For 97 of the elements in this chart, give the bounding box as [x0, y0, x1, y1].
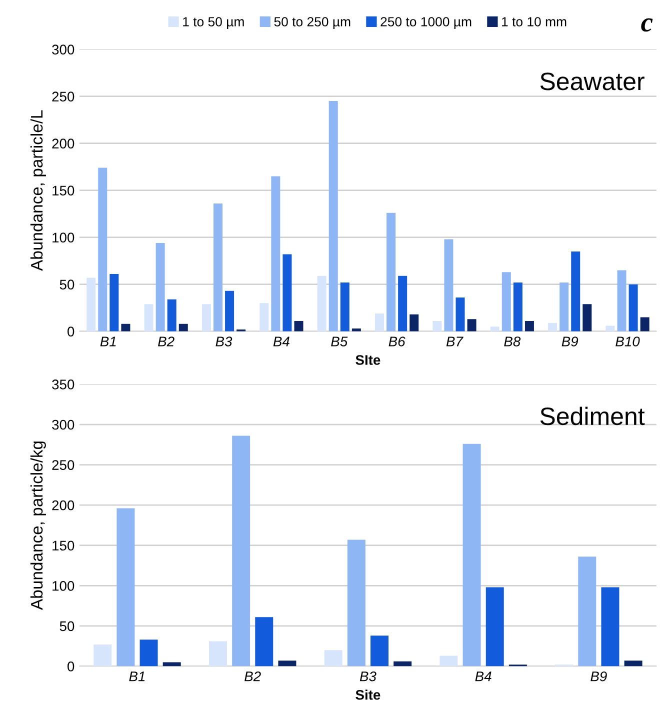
- y-tick-label: 200: [52, 138, 74, 149]
- x-tick-label: B4: [273, 336, 290, 346]
- bar: [548, 322, 558, 332]
- bar: [601, 587, 620, 666]
- bar: [456, 298, 465, 332]
- x-tick-label: B8: [504, 336, 521, 346]
- bar: [94, 644, 112, 666]
- bar: [490, 326, 500, 332]
- bar: [167, 299, 176, 332]
- legend-label: 250 to 1000 µm: [380, 17, 472, 30]
- bar: [347, 540, 366, 666]
- bar: [144, 304, 154, 332]
- bar: [513, 282, 522, 332]
- x-tick-label: B6: [388, 336, 406, 346]
- bar: [317, 276, 326, 332]
- bar: [232, 436, 250, 666]
- y-tick-label: 300: [52, 44, 74, 55]
- y-tick-label: 150: [52, 186, 74, 196]
- y-tick-label: 50: [60, 280, 74, 290]
- x-tick-label: B2: [244, 671, 261, 682]
- y-tick-label: 250: [52, 92, 74, 102]
- bar: [86, 278, 96, 332]
- bar: [440, 656, 458, 666]
- bar: [462, 444, 481, 666]
- bar: [213, 204, 222, 332]
- bar: [282, 254, 292, 332]
- bar: [578, 556, 596, 666]
- bar: [394, 661, 412, 666]
- x-tick-label: B1: [100, 336, 116, 346]
- bar: [486, 587, 504, 666]
- y-tick-label: 150: [52, 540, 74, 551]
- text: Seawater: [540, 72, 644, 90]
- bar: [340, 282, 350, 332]
- bar: [375, 313, 384, 332]
- bar: [324, 650, 342, 666]
- bar: [156, 242, 165, 332]
- x-axis-title: SIte: [356, 355, 380, 365]
- x-tick-label: B3: [216, 336, 232, 346]
- x-tick-label: B7: [446, 336, 464, 346]
- bar: [140, 640, 158, 666]
- bar: [208, 641, 227, 666]
- text: c: [641, 18, 653, 32]
- bar: [617, 270, 626, 332]
- x-tick-label: B4: [475, 672, 492, 682]
- bar: [628, 284, 638, 332]
- y-tick-label: 50: [60, 621, 74, 632]
- y-tick-label: 100: [52, 580, 74, 591]
- y-tick-label: 100: [52, 232, 74, 243]
- y-tick-label: 250: [52, 460, 74, 470]
- bar: [444, 239, 454, 332]
- bar: [560, 282, 569, 332]
- bar: [467, 319, 476, 332]
- bar: [502, 272, 511, 332]
- y-tick-label: 0: [68, 326, 74, 337]
- bar: [524, 321, 534, 332]
- y-tick-label: 200: [52, 500, 74, 510]
- bar: [260, 303, 269, 332]
- bar: [271, 176, 280, 332]
- bar: [582, 304, 592, 332]
- y-tick-label: 350: [52, 380, 74, 390]
- bar: [178, 324, 188, 332]
- x-tick-label: B9: [562, 336, 578, 346]
- x-tick-label: B9: [590, 671, 607, 682]
- bar: [202, 304, 211, 332]
- y-tick-label: 0: [68, 662, 74, 672]
- bar: [225, 290, 234, 332]
- bar: [624, 660, 642, 666]
- bar: [571, 251, 580, 332]
- bar: [116, 508, 135, 666]
- bar: [640, 317, 650, 332]
- legend-label: 1 to 50 µm: [183, 17, 244, 30]
- x-tick-label: B1: [129, 672, 145, 682]
- bar: [121, 324, 130, 332]
- bar: [278, 660, 296, 666]
- y-axis-title: Abundance, particle/L: [30, 110, 46, 271]
- bar: [98, 168, 108, 332]
- x-tick-label: B2: [158, 336, 174, 346]
- bar: [162, 662, 181, 666]
- x-tick-label: B3: [360, 671, 376, 682]
- y-tick-label: 300: [52, 420, 74, 430]
- legend-label: 1 to 10 mm: [502, 17, 566, 26]
- y-axis-title: Abundance, particle/kg: [30, 442, 46, 610]
- bar: [328, 101, 338, 332]
- bar: [110, 274, 119, 332]
- x-tick-label: B5: [331, 336, 348, 346]
- bar: [386, 212, 396, 332]
- bar: [255, 617, 274, 666]
- bar: [370, 636, 388, 666]
- legend-label: 50 to 250 µm: [274, 17, 350, 30]
- bar: [606, 326, 615, 332]
- x-tick-label: B10: [616, 336, 640, 346]
- bar: [410, 314, 419, 332]
- text: Sediment: [540, 406, 645, 426]
- bar: [398, 276, 408, 332]
- x-axis-title: Site: [356, 690, 380, 700]
- bar: [432, 321, 442, 332]
- bar: [294, 321, 304, 332]
